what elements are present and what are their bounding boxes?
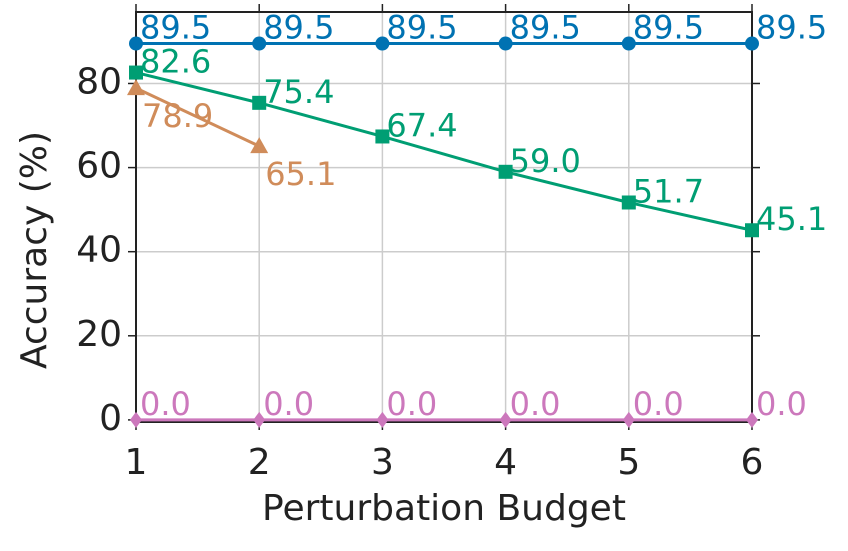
marker <box>252 95 267 110</box>
value-label: 89.5 <box>263 9 334 47</box>
y-tick-label: 0 <box>99 398 122 439</box>
value-label: 0.0 <box>510 385 561 423</box>
marker <box>250 137 269 154</box>
x-tick-label: 3 <box>371 442 394 483</box>
series-line <box>135 71 753 232</box>
marker <box>746 411 758 428</box>
marker <box>253 411 266 428</box>
x-tick-label: 5 <box>617 442 640 483</box>
value-label: 89.5 <box>386 9 457 47</box>
value-label: 75.4 <box>263 73 334 111</box>
marker <box>622 411 635 428</box>
value-label: 0.0 <box>633 385 684 423</box>
x-tick-label: 4 <box>494 442 517 483</box>
value-label: 51.7 <box>633 172 704 210</box>
value-label: 0.0 <box>756 385 807 423</box>
marker <box>621 36 636 51</box>
y-axis-label: Accuracy (%) <box>14 131 55 369</box>
y-tick-label: 60 <box>76 146 122 187</box>
marker <box>130 411 142 428</box>
marker <box>376 411 389 428</box>
value-label: 89.5 <box>633 9 704 47</box>
value-label: 0.0 <box>386 385 437 423</box>
marker <box>129 36 143 51</box>
marker <box>499 411 512 428</box>
value-label: 0.0 <box>140 385 191 423</box>
value-label: 89.5 <box>140 9 211 47</box>
marker <box>127 79 145 96</box>
value-label: 65.1 <box>265 155 336 193</box>
marker <box>745 36 759 51</box>
value-label: 59.0 <box>510 142 581 180</box>
marker <box>621 195 636 210</box>
marker <box>745 223 759 238</box>
marker <box>375 129 390 144</box>
marker <box>498 164 513 179</box>
x-tick-label: 1 <box>125 442 148 483</box>
marker <box>375 36 390 51</box>
y-tick-label: 80 <box>76 61 122 102</box>
value-label: 82.6 <box>140 43 211 81</box>
value-label: 45.1 <box>756 200 827 238</box>
plot-frame <box>135 11 753 423</box>
y-tick-label: 40 <box>76 230 122 271</box>
value-label: 67.4 <box>386 106 457 144</box>
marker <box>252 36 267 51</box>
marker <box>498 36 513 51</box>
value-label: 89.5 <box>756 9 827 47</box>
x-tick-label: 6 <box>741 442 764 483</box>
series-line <box>135 86 260 148</box>
value-label: 0.0 <box>263 385 314 423</box>
x-tick-label: 2 <box>248 442 271 483</box>
y-tick-label: 20 <box>76 314 122 355</box>
value-label: 89.5 <box>510 9 581 47</box>
x-axis-label: Perturbation Budget <box>262 488 626 529</box>
marker <box>129 65 143 80</box>
value-label: 78.9 <box>142 97 213 135</box>
